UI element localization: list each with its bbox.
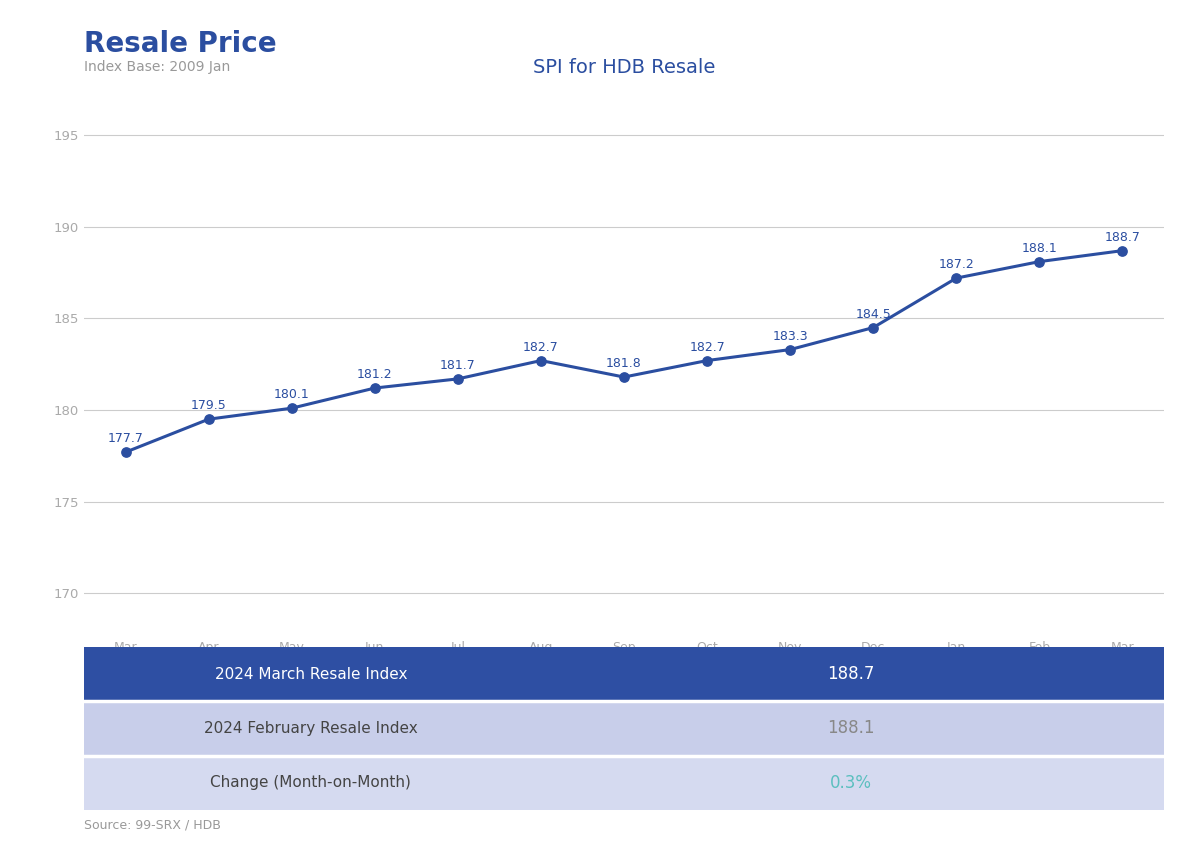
Text: Index Base: 2009 Jan: Index Base: 2009 Jan [84, 60, 230, 74]
Text: 181.7: 181.7 [440, 359, 475, 372]
Text: 188.1: 188.1 [1021, 242, 1057, 255]
Text: 188.7: 188.7 [827, 665, 875, 683]
Text: 182.7: 182.7 [689, 340, 725, 354]
Point [864, 321, 883, 334]
Text: SPI for HDB Resale: SPI for HDB Resale [533, 58, 715, 77]
Point [282, 401, 301, 415]
Point [532, 354, 551, 368]
Text: 183.3: 183.3 [773, 330, 808, 343]
Point [365, 381, 384, 395]
Point [947, 272, 966, 285]
Text: 188.7: 188.7 [1104, 231, 1140, 243]
Point [614, 370, 634, 384]
Text: 184.5: 184.5 [856, 308, 892, 321]
Text: 180.1: 180.1 [274, 388, 310, 401]
Text: 181.8: 181.8 [606, 357, 642, 370]
Bar [84, 647, 538, 701]
Text: Change (Month-on-Month): Change (Month-on-Month) [210, 776, 412, 790]
Point [1030, 255, 1049, 268]
Text: 2024 March Resale Index: 2024 March Resale Index [215, 667, 407, 681]
Bar [538, 756, 1164, 810]
Point [697, 354, 716, 368]
Point [780, 343, 799, 357]
Bar [84, 756, 538, 810]
Text: 179.5: 179.5 [191, 399, 227, 412]
Text: 187.2: 187.2 [938, 258, 974, 271]
Bar [538, 701, 1164, 756]
Bar [84, 701, 538, 756]
Bar [538, 647, 1164, 701]
Text: 177.7: 177.7 [108, 432, 144, 445]
Text: 188.1: 188.1 [827, 719, 875, 738]
Text: 2024 February Resale Index: 2024 February Resale Index [204, 721, 418, 736]
Point [1112, 243, 1132, 257]
Point [116, 446, 136, 459]
Point [199, 412, 218, 426]
Point [449, 372, 468, 386]
Text: 0.3%: 0.3% [830, 774, 871, 792]
Text: Source: 99-SRX / HDB: Source: 99-SRX / HDB [84, 818, 221, 831]
Text: 181.2: 181.2 [356, 368, 392, 381]
Text: 182.7: 182.7 [523, 340, 559, 354]
Text: Resale Price: Resale Price [84, 30, 277, 58]
